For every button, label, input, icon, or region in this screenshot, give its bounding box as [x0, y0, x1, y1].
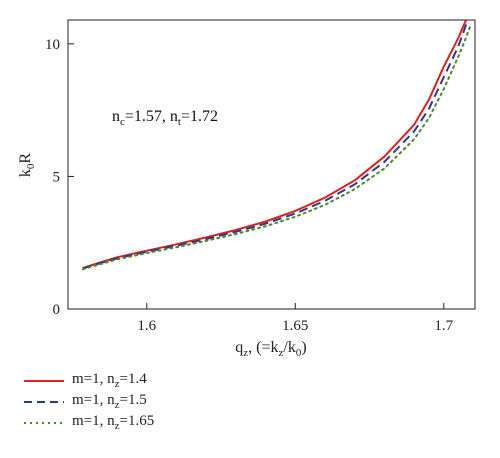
legend: m=1, nz=1.4 m=1, nz=1.5 m=1, nz=1.65: [24, 370, 154, 433]
y-tick-label: 0: [53, 302, 61, 318]
y-tick-label: 5: [53, 169, 61, 185]
legend-swatch-solid-red: [24, 379, 64, 382]
y-tick-label: 10: [45, 37, 60, 53]
legend-swatch-dashed-blue: [24, 400, 64, 403]
legend-label: m=1, nz=1.4: [72, 371, 147, 390]
series-line-2: [82, 20, 469, 270]
line-chart: 1.6 1.65 1.7 0 5 10 qz, (=kz/k0) k0R nc=1.57,…: [17, 19, 476, 359]
legend-item-nz-1.4: m=1, nz=1.4: [24, 370, 154, 391]
series-line-1: [82, 20, 468, 269]
parameter-annotation: nc=1.57, nt=1.72: [112, 108, 218, 128]
legend-label: m=1, nz=1.5: [72, 392, 147, 411]
x-tick-label: 1.7: [434, 318, 453, 334]
x-tick-label: 1.65: [282, 318, 308, 334]
legend-swatch-dotted-green: [24, 421, 64, 424]
series-line-3: [81, 24, 472, 271]
legend-item-nz-1.5: m=1, nz=1.5: [24, 391, 154, 412]
legend-label: m=1, nz=1.65: [72, 413, 155, 432]
legend-item-nz-1.65: m=1, nz=1.65: [24, 412, 154, 433]
x-tick-label: 1.6: [137, 318, 156, 334]
x-axis-label: qz, (=kz/k0): [235, 339, 306, 359]
plot-frame: [67, 19, 476, 310]
y-axis-label: k0R: [17, 153, 37, 178]
